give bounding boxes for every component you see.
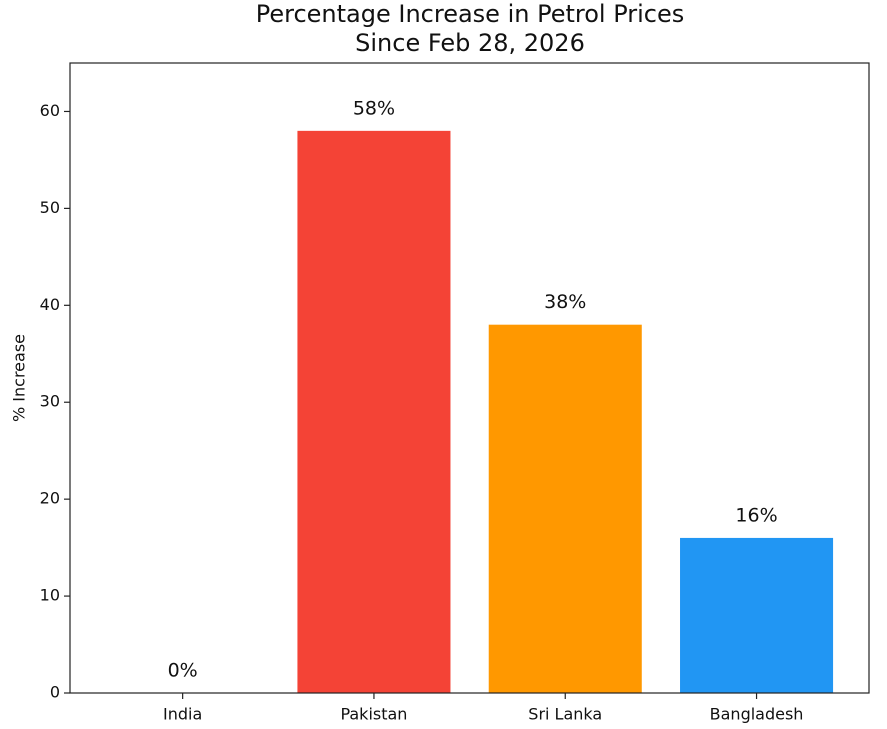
value-label: 0% (168, 660, 198, 682)
y-tick-label: 10 (40, 586, 60, 605)
chart-title: Since Feb 28, 2026 (355, 29, 585, 57)
y-tick-label: 0 (50, 683, 60, 702)
bar (680, 537, 834, 693)
value-label: 16% (735, 504, 777, 526)
y-tick-label: 20 (40, 489, 60, 508)
value-label: 58% (353, 97, 395, 119)
plot-frame (69, 62, 870, 694)
y-tick-label: 60 (40, 101, 60, 120)
x-tick-label: Pakistan (340, 705, 407, 724)
y-tick-label: 30 (40, 392, 60, 411)
x-tick-label: Sri Lanka (528, 705, 602, 724)
y-axis-label: % Increase (10, 334, 29, 422)
bar (297, 130, 451, 693)
chart-title: Percentage Increase in Petrol Prices (256, 0, 685, 28)
bar (488, 324, 642, 693)
x-tick-label: India (163, 705, 202, 724)
value-label: 38% (544, 291, 586, 313)
x-tick-label: Bangladesh (710, 705, 804, 724)
y-tick-label: 40 (40, 295, 60, 314)
y-tick-label: 50 (40, 198, 60, 217)
